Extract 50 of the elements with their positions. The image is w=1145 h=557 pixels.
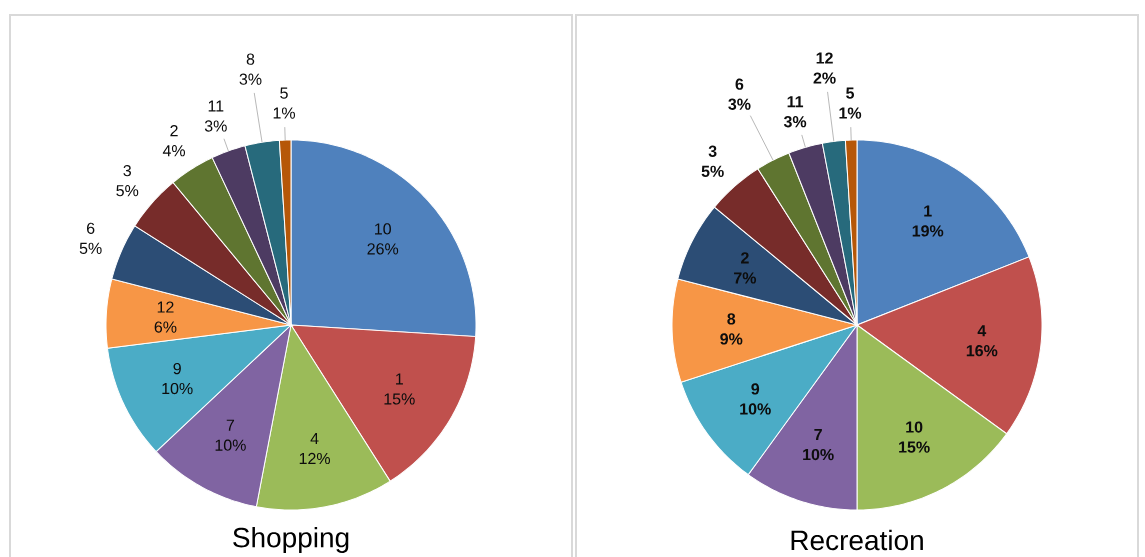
data-label: 16% [966, 345, 998, 357]
text: Shopping [233, 526, 349, 554]
data-label: 12% [299, 452, 331, 465]
slice-label: 10 [375, 223, 391, 235]
slice-label: 8 [727, 313, 736, 325]
data-label: 10% [740, 403, 771, 415]
data-label: 15% [384, 393, 415, 405]
slice-label: 1 [396, 373, 403, 385]
slice-label: 9 [751, 383, 760, 395]
data-label: 10% [803, 448, 834, 461]
data-label: 3% [204, 120, 227, 132]
data-label: 9% [720, 333, 743, 345]
slice-label: 2 [741, 252, 749, 264]
slice-label: 4 [310, 433, 319, 445]
data-label: 4% [162, 145, 186, 157]
slice-label: 9 [173, 362, 181, 375]
slice-label: 7 [226, 419, 235, 431]
slice-label: 7 [814, 429, 822, 441]
slice-label: 8 [246, 53, 255, 65]
data-label: 5% [116, 185, 139, 197]
slice-label: 1 [924, 205, 932, 217]
data-label: 2% [813, 72, 836, 84]
slice-label: 12 [157, 301, 174, 313]
data-label: 3% [783, 116, 807, 128]
slice-label: 2 [170, 125, 178, 137]
text: Recreation [791, 529, 923, 551]
slice-label: 12 [816, 52, 833, 64]
data-label: 26% [367, 243, 399, 255]
data-label: 3% [728, 98, 751, 110]
slice-label: 5 [846, 87, 855, 99]
data-label: 19% [912, 225, 944, 237]
slice-label: 4 [977, 325, 987, 337]
slice-label: 10 [906, 421, 923, 433]
data-label: 3% [239, 73, 262, 85]
slice-label: 5 [280, 87, 288, 99]
slice-label: 6 [87, 222, 95, 234]
slice-label: 3 [123, 164, 132, 177]
data-label: 6% [154, 321, 177, 333]
data-label: 5% [79, 242, 102, 254]
data-label: 15% [899, 441, 930, 453]
data-label: 10% [162, 382, 193, 395]
data-label: 10% [215, 439, 246, 451]
slice-label: 11 [787, 96, 804, 108]
data-label: 1% [839, 107, 862, 119]
data-label: 1% [273, 107, 296, 119]
slice-label: 3 [708, 145, 717, 157]
slice-label: 6 [735, 78, 744, 90]
data-label: 5% [701, 165, 724, 177]
data-label: 7% [734, 272, 757, 284]
slice-label: 11 [208, 100, 224, 112]
